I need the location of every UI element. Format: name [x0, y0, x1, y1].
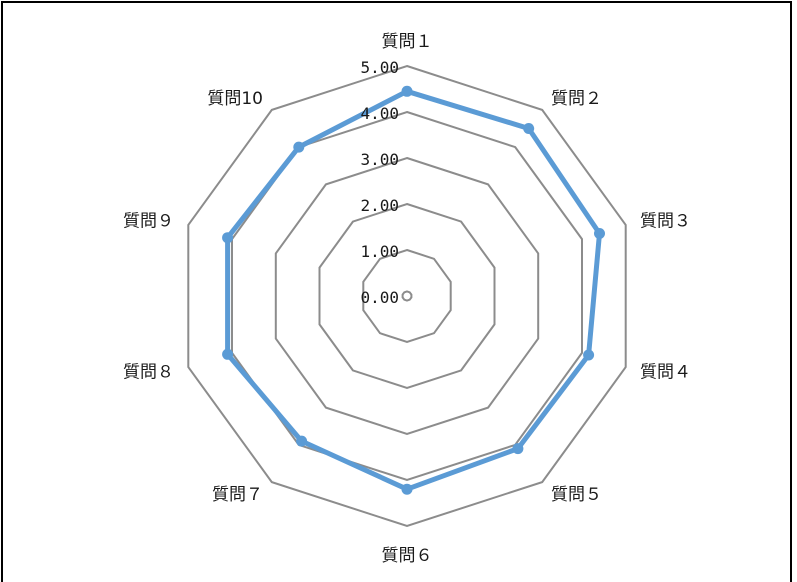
radial-tick-labels: 0.00 1.00 2.00 3.00 4.00 5.00 — [360, 58, 399, 307]
grid-ring-2 — [318, 202, 496, 390]
category-label-5: 質問５ — [551, 485, 602, 505]
data-point-1 — [401, 85, 413, 97]
grid-ring-1 — [362, 248, 452, 344]
grid-ring-0 — [401, 290, 413, 302]
data-point-5 — [512, 443, 524, 455]
category-label-6: 質問６ — [382, 546, 433, 566]
data-point-10 — [293, 141, 305, 153]
data-point-3 — [594, 228, 605, 239]
data-point-7 — [296, 435, 308, 447]
grid-ring-5 — [187, 64, 627, 528]
grid-ring-3 — [274, 156, 540, 436]
data-point-2 — [523, 123, 535, 134]
category-label-2: 質問２ — [551, 89, 602, 109]
tick-label-2: 2.00 — [360, 196, 399, 215]
category-label-4: 質問４ — [640, 363, 691, 383]
series-line-0 — [225, 88, 602, 492]
category-label-7: 質問７ — [212, 485, 263, 505]
radar-grid — [187, 64, 627, 528]
radar-series — [222, 85, 605, 495]
category-label-8: 質問８ — [123, 363, 174, 383]
category-label-10: 質問10 — [207, 89, 263, 109]
tick-label-5: 5.00 — [360, 58, 399, 77]
category-label-1: 質問１ — [382, 32, 433, 52]
data-point-8 — [222, 348, 234, 360]
category-label-9: 質問９ — [123, 211, 174, 231]
category-labels: 質問１ 質問２ 質問３ 質問４ 質問５ 質問６ 質問７ 質問８ 質問９ 質問10 — [123, 32, 691, 566]
category-label-3: 質問３ — [640, 211, 691, 231]
data-point-4 — [583, 349, 595, 361]
tick-label-1: 1.00 — [360, 242, 399, 261]
data-point-6 — [401, 483, 413, 495]
tick-label-0: 0.00 — [360, 288, 399, 307]
tick-label-4: 4.00 — [360, 104, 399, 123]
grid-ring-4 — [231, 110, 583, 482]
data-point-9 — [222, 232, 234, 244]
tick-label-3: 3.00 — [360, 150, 399, 169]
